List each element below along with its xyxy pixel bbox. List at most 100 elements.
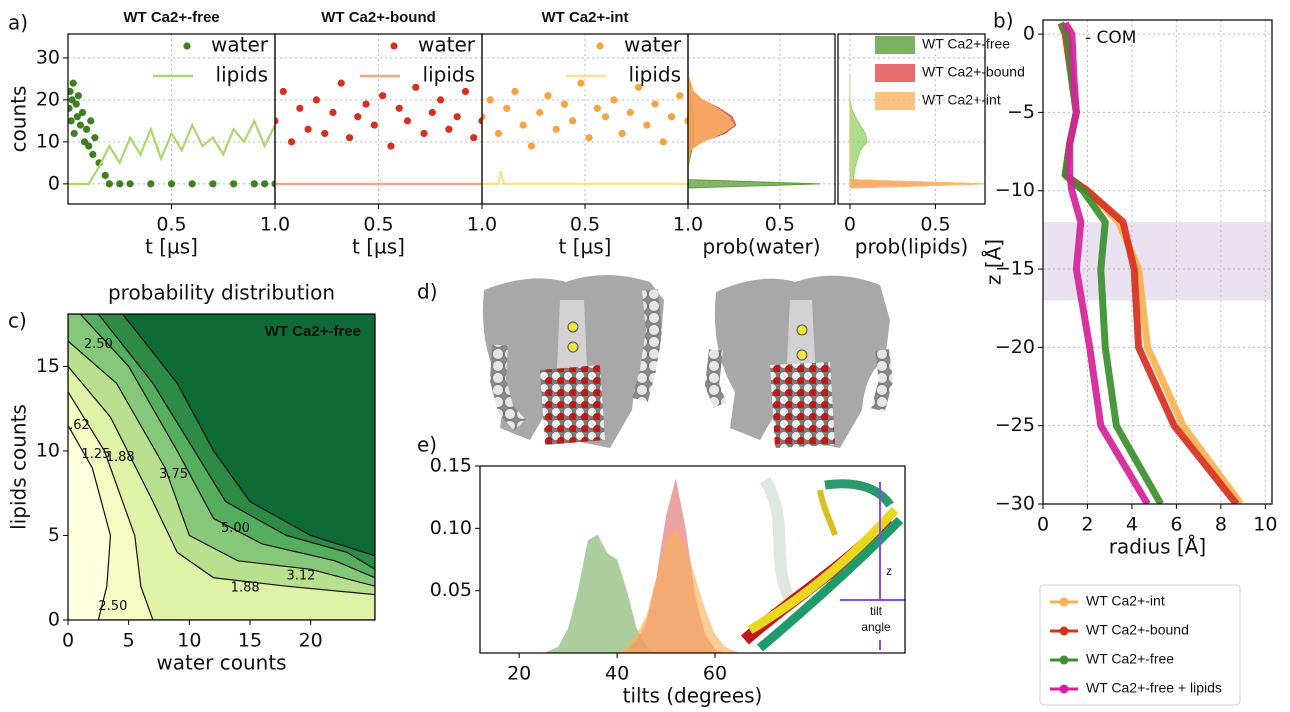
plot-area: 2.500.621.251.883.755.003.121.882.50: [61, 314, 375, 620]
plot-area: [275, 34, 482, 204]
data-point: [387, 142, 395, 150]
data-point: [544, 92, 552, 100]
y-tick-label: 10: [36, 130, 60, 152]
plot-area: [543, 478, 740, 653]
helix: [817, 489, 838, 536]
helix: [759, 476, 796, 603]
data-point: [593, 104, 601, 112]
contour-label: 1.25: [81, 447, 110, 462]
x-tick-label: 60: [703, 663, 727, 685]
x-tick-label: 8: [1215, 514, 1227, 536]
density: [688, 74, 735, 189]
data-point: [279, 87, 287, 96]
data-point: [379, 92, 387, 100]
x-axis-label: tilts (degrees): [623, 684, 763, 708]
legend-box: [1039, 584, 1241, 706]
contour-label: 2.50: [98, 599, 127, 614]
contour-label: 1.88: [231, 580, 260, 595]
subplot-title: WT Ca2+-bound: [321, 9, 436, 26]
channel: [786, 300, 816, 382]
data-point: [126, 180, 134, 188]
y-tick-label: 20: [36, 88, 60, 110]
legend-marker: [183, 42, 191, 50]
area: [543, 534, 740, 653]
data-line: [68, 118, 275, 185]
panel-label: e): [417, 433, 437, 457]
panel-label: a): [8, 11, 28, 35]
data-point: [676, 92, 684, 100]
data-point: [312, 96, 320, 104]
y-tick-label: −25: [995, 414, 1035, 436]
y-axis-label: z [Å]: [982, 239, 1006, 285]
data-point: [511, 87, 519, 96]
x-tick-label: 20: [507, 663, 531, 685]
x-tick-label: 0.5: [156, 214, 186, 236]
plot-area: [1043, 20, 1272, 504]
data-point: [560, 100, 569, 108]
subplot-title: WT Ca2+-int: [541, 9, 628, 26]
y-tick-label: 15: [36, 355, 60, 377]
x-axis-label: radius [Å]: [1109, 535, 1206, 559]
x-tick-label: 0: [62, 630, 74, 652]
y-tick-label: 0: [1023, 23, 1035, 45]
subplot-title: WT Ca2+-free: [123, 9, 219, 26]
chart-title: probability distribution: [108, 281, 335, 305]
lipid-chain: [704, 349, 727, 408]
data-point: [362, 100, 370, 108]
y-tick-label: −30: [995, 493, 1035, 515]
area: [543, 528, 740, 653]
data-point: [188, 180, 196, 188]
data-point: [329, 108, 337, 117]
data-point: [643, 121, 651, 129]
plot-area: [482, 34, 688, 204]
data-point: [478, 117, 482, 125]
x-tick-label: 10: [1253, 514, 1277, 536]
data-point: [321, 129, 329, 138]
contour-label: 0.62: [61, 418, 90, 433]
panel-label: c): [8, 309, 27, 333]
inset-label: tilt: [870, 604, 883, 618]
data-point: [519, 121, 527, 129]
axes-frame: [687, 33, 836, 205]
inset-label: angle: [861, 620, 891, 634]
data-point: [536, 108, 544, 117]
legend-marker: [390, 42, 398, 50]
data-point: [527, 142, 536, 150]
helix: [757, 516, 904, 652]
data-point: [287, 138, 296, 146]
contour-label: 5.00: [221, 521, 250, 536]
helix: [747, 506, 899, 634]
x-axis-label: t [µs]: [145, 235, 198, 259]
contour-label: 3.75: [159, 467, 188, 482]
y-tick-label: 30: [36, 46, 60, 68]
x-tick-label: 1.0: [673, 214, 703, 236]
contour-label: 1.88: [106, 450, 135, 465]
data-point: [412, 83, 420, 91]
x-axis-label: prob(water): [703, 235, 821, 259]
data-point: [271, 180, 275, 188]
panel-label: b): [993, 9, 1014, 33]
data-point: [304, 125, 312, 133]
data-point: [209, 180, 217, 188]
data-point: [461, 87, 470, 96]
data-point: [420, 129, 428, 138]
data-point: [569, 117, 577, 125]
density: [849, 74, 984, 189]
y-tick-label: 0.05: [430, 579, 472, 601]
data-point: [428, 108, 436, 117]
legend-marker: [596, 42, 604, 50]
data-point: [651, 100, 659, 108]
axes-frame: [1042, 19, 1273, 505]
legend-label: WT Ca2+-int: [922, 92, 1001, 108]
x-axis-label: water counts: [156, 651, 286, 675]
legend-patch: [875, 36, 915, 54]
axes-frame: [479, 465, 906, 654]
legend-label: water: [624, 33, 682, 57]
contour-level: [121, 314, 375, 557]
data-point: [105, 180, 113, 188]
data-point: [296, 104, 304, 112]
x-tick-label: 4: [1126, 514, 1138, 536]
data-point: [602, 113, 610, 121]
y-axis-label: counts: [7, 86, 31, 153]
